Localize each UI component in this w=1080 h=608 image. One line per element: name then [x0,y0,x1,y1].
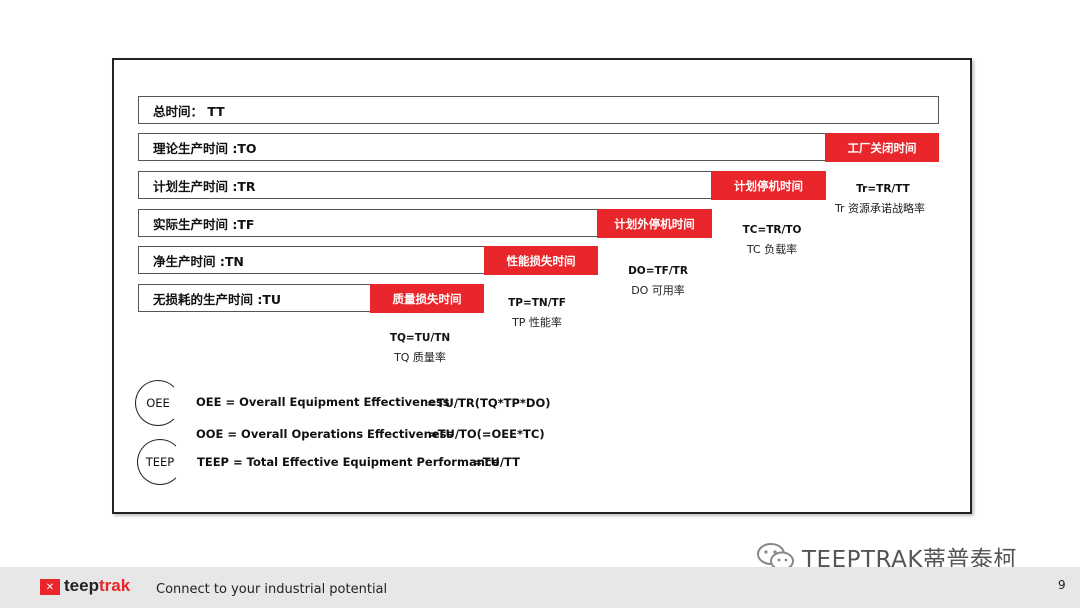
logo-accent: trak [98,576,131,595]
bar-label: 实际生产时间 :TF [153,216,255,232]
metric-tq: TQ=TU/TN TQ 质量率 [370,332,470,365]
footer-bar [0,567,1080,608]
loss-performance: 性能损失时间 [484,246,598,275]
metric-formula: Tr=TR/TT [856,183,910,195]
metric-tc: TC=TR/TO TC 负载率 [722,224,822,257]
bar-lossless-time: 无损耗的生产时间 :TU [138,284,371,312]
oee-badge: OEE [135,380,181,426]
metric-description: DO 可用率 [631,284,685,297]
loss-quality: 质量损失时间 [370,284,484,313]
metric-formula: TC=TR/TO [742,224,802,236]
bar-label: 计划生产时间 :TR [153,178,256,194]
teep-badge: TEEP [137,439,183,485]
loss-plant-closed: 工厂关闭时间 [825,133,939,162]
metric-tr: Tr=TR/TT Tr 资源承诺战略率 [833,183,933,216]
oee-definition: OEE = Overall Equipment Effectiveness [196,395,450,409]
bar-label: 总时间： TT [153,103,225,119]
metric-formula: TQ=TU/TN [389,332,451,344]
metric-formula: DO=TF/TR [628,265,688,277]
metric-formula: TP=TN/TF [508,297,566,309]
metric-tp: TP=TN/TF TP 性能率 [487,297,587,330]
company-logo: teeptrak [64,576,130,596]
bar-total-time: 总时间： TT [138,96,939,124]
bar-theoretical-time: 理论生产时间 :TO [138,133,826,161]
metric-description: TC 负载率 [746,243,798,256]
page-number: 9 [1058,578,1066,592]
metric-description: TP 性能率 [512,316,562,329]
bar-net-time: 净生产时间 :TN [138,246,485,274]
footer-tagline: Connect to your industrial potential [156,582,388,597]
metric-description: TQ 质量率 [394,351,446,364]
logo-icon: ✕ [40,579,60,595]
metric-do: DO=TF/TR DO 可用率 [608,265,708,298]
logo-main: teep [64,576,99,595]
ooe-formula: =TU/TO(=OEE*TC) [428,427,545,441]
loss-unplanned-downtime: 计划外停机时间 [597,209,712,238]
bar-actual-time: 实际生产时间 :TF [138,209,598,237]
bar-label: 无损耗的生产时间 :TU [153,291,282,307]
oee-formula: =TU/TR(TQ*TP*DO) [427,396,551,410]
ooe-definition: OOE = Overall Operations Effectiveness [196,427,454,441]
teep-definition: TEEP = Total Effective Equipment Perform… [197,455,500,469]
bar-planned-time: 计划生产时间 :TR [138,171,712,199]
metric-description: Tr 资源承诺战略率 [834,202,926,215]
bar-label: 理论生产时间 :TO [153,140,257,156]
loss-planned-downtime: 计划停机时间 [711,171,826,200]
teep-formula: =TU/TT [473,455,520,469]
bar-label: 净生产时间 :TN [153,253,244,269]
